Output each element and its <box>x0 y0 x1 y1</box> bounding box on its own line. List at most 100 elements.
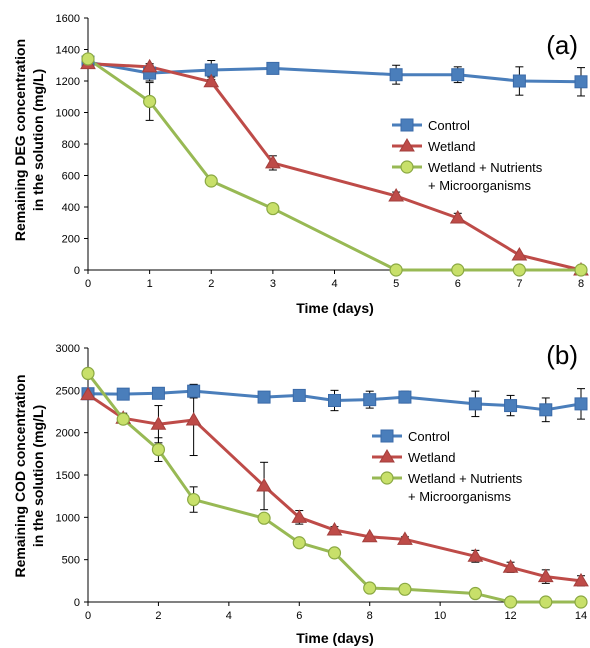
data-point <box>141 58 158 73</box>
data-point <box>398 390 412 404</box>
y-tick-label: 2500 <box>56 385 80 397</box>
legend-label-line2: + Microorganisms <box>408 489 511 504</box>
data-point <box>512 74 526 88</box>
y-tick-label: 400 <box>62 202 80 214</box>
data-point <box>256 478 272 492</box>
data-point <box>328 393 341 407</box>
y-tick-label: 1000 <box>56 108 80 120</box>
legend-label: Control <box>428 118 470 133</box>
markers-control <box>81 384 588 417</box>
data-point <box>451 263 465 277</box>
y-tick-label: 3000 <box>56 343 80 355</box>
data-point <box>361 528 378 543</box>
data-point <box>389 263 403 277</box>
data-point <box>116 387 130 401</box>
data-point <box>468 397 482 411</box>
x-tick-label: 7 <box>516 278 522 290</box>
data-point <box>389 68 403 82</box>
data-point <box>574 397 588 411</box>
markers-wetland-nutrients <box>81 52 588 277</box>
y-axis-title-line2: in the solution (mg/L) <box>30 405 46 547</box>
x-tick-label: 4 <box>331 278 337 290</box>
y-tick-label: 1000 <box>56 512 80 524</box>
y-tick-label: 0 <box>74 265 80 277</box>
data-point <box>116 412 130 426</box>
data-point <box>291 509 308 523</box>
data-point <box>187 384 201 398</box>
y-tick-label: 800 <box>62 139 80 151</box>
legend-marker <box>380 471 394 485</box>
x-tick-label: 14 <box>575 610 587 622</box>
legend-item-wetland: Wetland <box>392 138 475 154</box>
data-point <box>574 595 588 609</box>
markers-wetland <box>80 386 589 587</box>
series-line <box>87 62 582 272</box>
data-point <box>363 393 377 407</box>
data-point <box>143 94 157 109</box>
data-point <box>257 511 271 525</box>
data-point <box>539 595 553 609</box>
data-point <box>151 443 166 457</box>
x-tick-label: 6 <box>296 610 302 622</box>
x-axis-title: Time (days) <box>296 630 374 646</box>
y-tick-label: 1400 <box>56 45 80 57</box>
x-tick-label: 2 <box>208 278 214 290</box>
x-tick-label: 5 <box>393 278 399 290</box>
x-tick-label: 2 <box>155 610 161 622</box>
x-tick-label: 1 <box>147 278 153 290</box>
y-axis-title-line1: Remaining DEG concentration <box>12 39 28 241</box>
legend-item-wetland: Wetland <box>372 449 455 465</box>
x-tick-label: 3 <box>270 278 276 290</box>
data-point <box>265 154 281 169</box>
y-tick-label: 600 <box>62 171 80 183</box>
data-point <box>326 522 343 536</box>
legend: Control Wetland Wetland + Nutrients + Micro… <box>372 429 523 504</box>
data-point <box>397 531 413 545</box>
data-point <box>468 586 482 601</box>
data-point <box>537 568 554 583</box>
data-point <box>363 581 377 595</box>
data-point <box>151 386 165 400</box>
y-axis-title-line1: Remaining COD concentration <box>12 374 28 577</box>
legend-marker <box>400 118 414 132</box>
legend-label-line2: + Microorganisms <box>428 178 531 193</box>
data-point <box>573 572 589 587</box>
data-point <box>398 582 412 596</box>
data-point <box>539 403 553 417</box>
legend-marker <box>380 429 394 443</box>
y-tick-label: 1600 <box>56 13 80 25</box>
series-line <box>87 57 581 272</box>
x-tick-label: 8 <box>367 610 373 622</box>
legend-label: Wetland <box>408 450 455 465</box>
legend-item-wetland-nutrients: Wetland + Nutrients + Microorganisms <box>372 471 523 504</box>
markers-wetland-nutrients <box>81 366 588 609</box>
data-point <box>574 263 588 277</box>
x-tick-label: 10 <box>434 610 446 622</box>
data-point <box>502 559 519 573</box>
y-tick-label: 1500 <box>56 470 80 482</box>
data-point <box>204 174 218 188</box>
data-point <box>512 263 526 277</box>
data-point <box>187 492 201 507</box>
legend-label: Wetland + Nutrients <box>408 471 523 486</box>
series-line <box>87 60 582 84</box>
y-tick-label: 1200 <box>56 76 80 88</box>
x-tick-label: 6 <box>455 278 461 290</box>
data-point <box>451 68 465 82</box>
data-point <box>388 187 404 202</box>
x-tick-label: 12 <box>504 610 516 622</box>
data-point <box>292 388 306 402</box>
data-point <box>150 416 167 430</box>
legend-marker <box>399 138 415 152</box>
data-point <box>203 73 220 88</box>
data-point <box>467 548 484 562</box>
data-point <box>511 247 528 261</box>
series-control <box>87 60 585 97</box>
y-tick-label: 200 <box>62 234 80 246</box>
x-tick-label: 0 <box>85 278 91 290</box>
y-axis-title-line2: in the solution (mg/L) <box>30 69 46 211</box>
data-point <box>292 536 306 550</box>
data-point <box>80 386 96 401</box>
x-tick-label: 4 <box>226 610 232 622</box>
